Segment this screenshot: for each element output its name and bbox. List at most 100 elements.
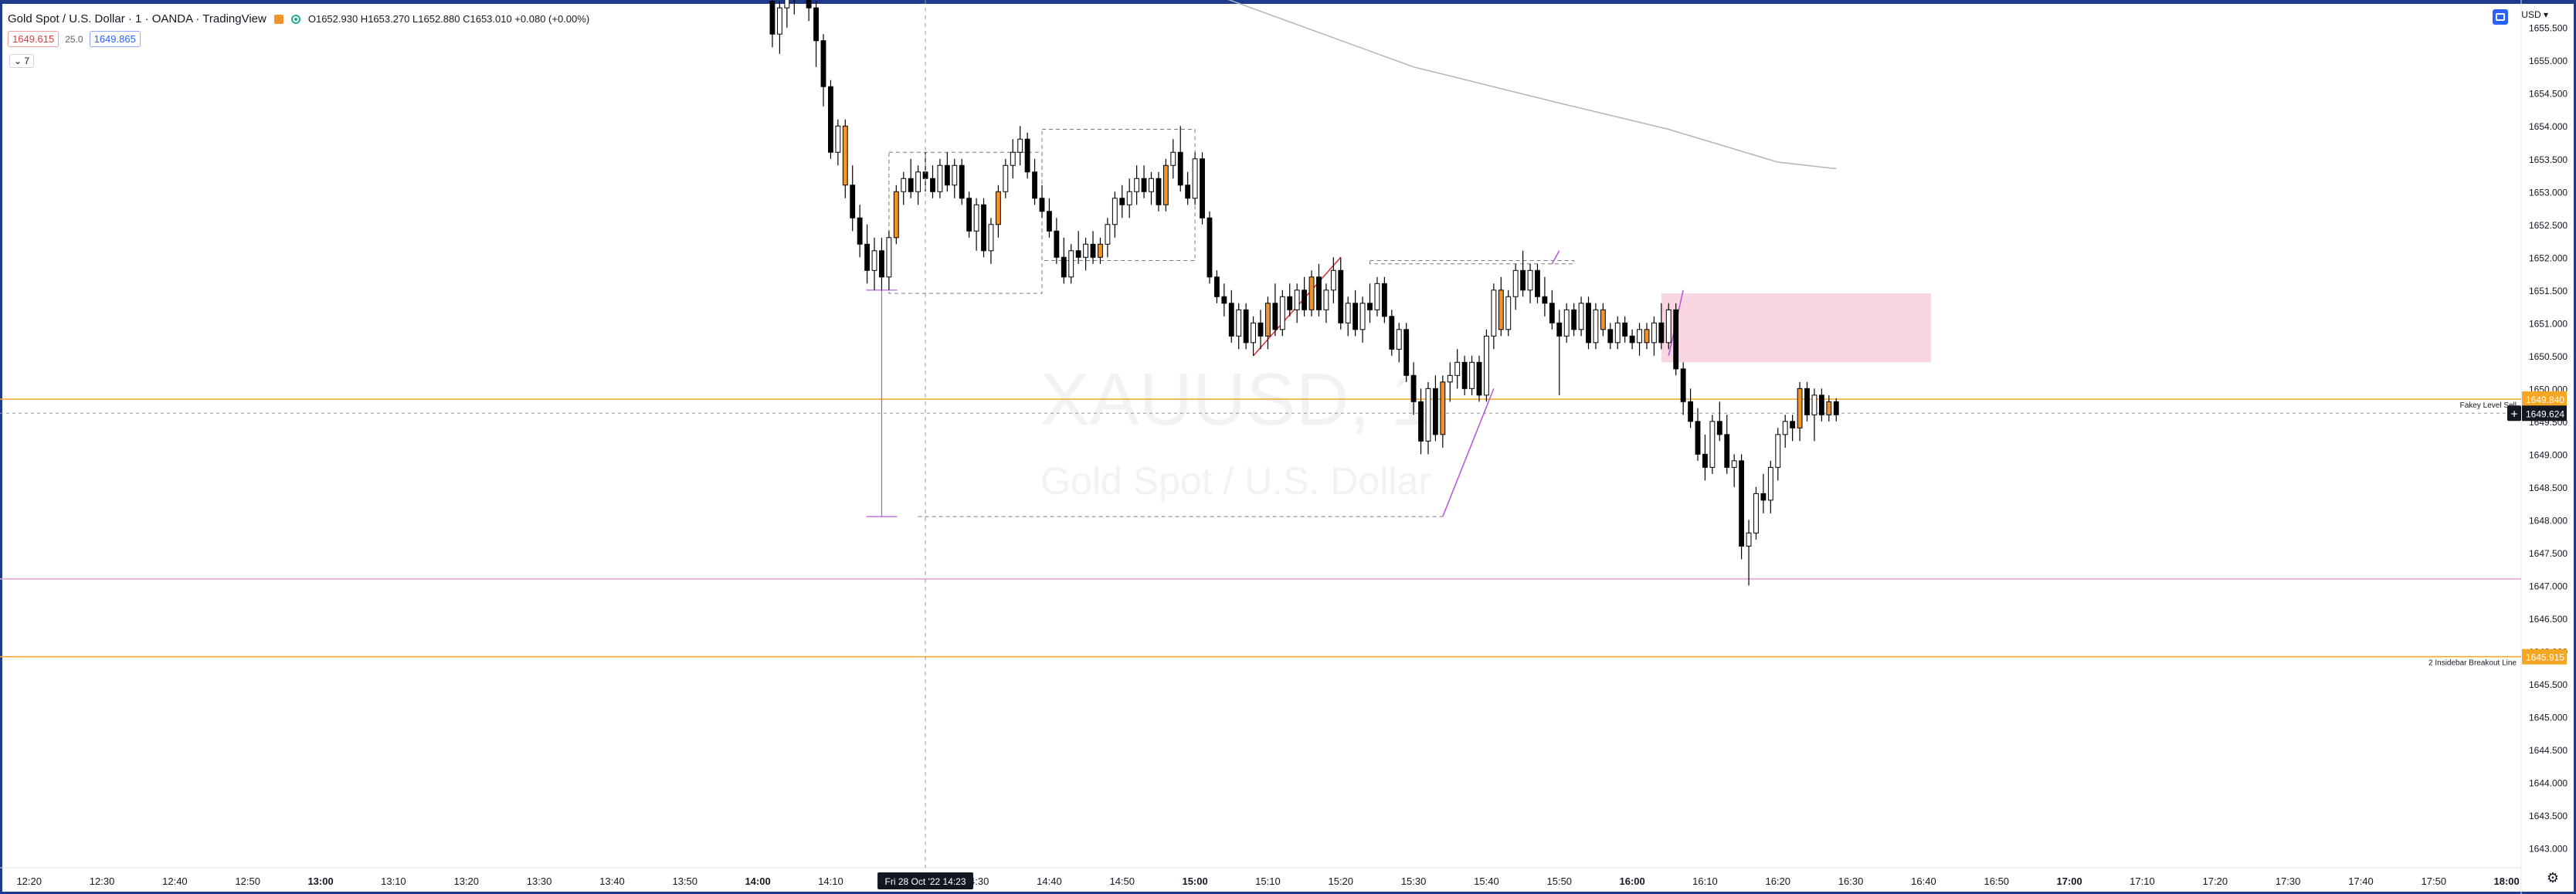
candle[interactable] (1680, 362, 1686, 415)
candle[interactable] (1287, 283, 1293, 317)
sell-button[interactable]: 1649.615 (8, 31, 59, 47)
currency-selector[interactable]: USD ▾ (2521, 9, 2548, 20)
trend-line[interactable] (1442, 388, 1495, 517)
candle[interactable] (1673, 303, 1679, 376)
candle[interactable] (776, 1, 782, 54)
price-axis[interactable]: 1655.500 1655.000 1654.500 1654.000 1653.500… (2529, 23, 2568, 855)
candle[interactable] (1461, 355, 1468, 395)
candle[interactable] (813, 1, 819, 67)
candle[interactable] (1308, 270, 1315, 317)
candle[interactable] (1811, 388, 1817, 442)
candle[interactable] (1731, 454, 1737, 487)
candle[interactable] (1586, 296, 1591, 350)
candle[interactable] (1403, 323, 1410, 382)
candle[interactable] (1440, 375, 1446, 448)
candle[interactable] (1162, 158, 1169, 212)
candle[interactable] (1213, 270, 1220, 303)
candle[interactable] (1156, 171, 1162, 212)
candle[interactable] (1512, 263, 1519, 310)
candle[interactable] (1294, 283, 1300, 323)
candle[interactable] (1302, 276, 1308, 317)
candle[interactable] (1746, 520, 1752, 586)
candle[interactable] (1833, 398, 1839, 422)
trend-line[interactable] (1551, 250, 1560, 265)
range-box[interactable] (1369, 260, 1575, 265)
range-box[interactable] (888, 151, 1043, 294)
candle[interactable] (1265, 296, 1271, 350)
candle[interactable] (1047, 198, 1052, 238)
candle[interactable] (1221, 283, 1227, 317)
candle[interactable] (930, 165, 935, 198)
candle[interactable] (1396, 323, 1402, 363)
candle[interactable] (1804, 381, 1810, 422)
candle[interactable] (1563, 303, 1570, 343)
candle[interactable] (1665, 303, 1672, 350)
candle[interactable] (1272, 283, 1278, 337)
candle[interactable] (1098, 237, 1103, 264)
candle[interactable] (995, 185, 1001, 238)
candle[interactable] (1556, 310, 1563, 395)
candle[interactable] (1753, 486, 1759, 540)
candle[interactable] (1520, 250, 1526, 297)
candle[interactable] (1491, 283, 1497, 350)
candle[interactable] (1185, 171, 1191, 205)
candle[interactable] (1432, 375, 1438, 442)
flag-icon[interactable] (273, 14, 283, 24)
candle[interactable] (879, 237, 884, 290)
candle[interactable] (1105, 218, 1111, 258)
candle[interactable] (1141, 165, 1147, 198)
candle[interactable] (1702, 434, 1708, 481)
candle[interactable] (1192, 152, 1198, 205)
candle[interactable] (1024, 132, 1030, 179)
candle[interactable] (1716, 401, 1722, 442)
buy-button[interactable]: 1649.865 (89, 31, 141, 47)
candle[interactable] (1316, 263, 1322, 317)
symbol-legend[interactable]: Gold Spot / U.S. Dollar · 1 · OANDA · Tr… (8, 12, 589, 25)
candle[interactable] (1251, 316, 1256, 356)
candle[interactable] (1017, 126, 1023, 166)
candle[interactable] (850, 165, 856, 232)
candle[interactable] (1068, 244, 1074, 284)
candle[interactable] (1484, 329, 1489, 402)
candle[interactable] (1338, 257, 1344, 330)
candle[interactable] (1032, 158, 1037, 205)
candle[interactable] (1410, 362, 1417, 415)
candle[interactable] (1200, 152, 1205, 225)
gear-icon[interactable]: ⚙ (2546, 870, 2559, 886)
plus-icon[interactable] (2507, 405, 2521, 422)
candle[interactable] (1228, 290, 1234, 343)
candle[interactable] (1236, 303, 1242, 350)
candle[interactable] (1476, 355, 1482, 402)
candle[interactable] (1083, 237, 1089, 271)
candle[interactable] (1352, 290, 1359, 337)
candle[interactable] (1505, 290, 1512, 337)
candle[interactable] (1600, 303, 1606, 337)
candle[interactable] (827, 80, 833, 159)
supply-zone[interactable] (1661, 293, 1931, 363)
candle[interactable] (1695, 408, 1701, 461)
candle[interactable] (1454, 349, 1461, 389)
candle[interactable] (973, 198, 979, 251)
candle[interactable] (1724, 415, 1730, 474)
candle[interactable] (1054, 218, 1060, 264)
candle[interactable] (1760, 473, 1767, 513)
candle[interactable] (1709, 415, 1716, 474)
candle[interactable] (1367, 283, 1373, 323)
candle[interactable] (1177, 126, 1183, 192)
candle[interactable] (820, 34, 826, 107)
candle[interactable] (981, 198, 986, 258)
candles[interactable] (769, 0, 1839, 586)
candle[interactable] (784, 0, 790, 28)
candle[interactable] (1389, 310, 1395, 356)
candle[interactable] (893, 185, 899, 245)
candle[interactable] (835, 119, 841, 166)
candle[interactable] (1644, 323, 1650, 350)
candle[interactable] (1651, 316, 1657, 356)
candle[interactable] (1257, 310, 1264, 350)
candle[interactable] (1134, 165, 1140, 205)
candle[interactable] (937, 158, 943, 198)
candle[interactable] (901, 171, 907, 205)
candle[interactable] (1571, 303, 1577, 337)
candle[interactable] (886, 231, 892, 290)
candle[interactable] (1003, 158, 1009, 198)
